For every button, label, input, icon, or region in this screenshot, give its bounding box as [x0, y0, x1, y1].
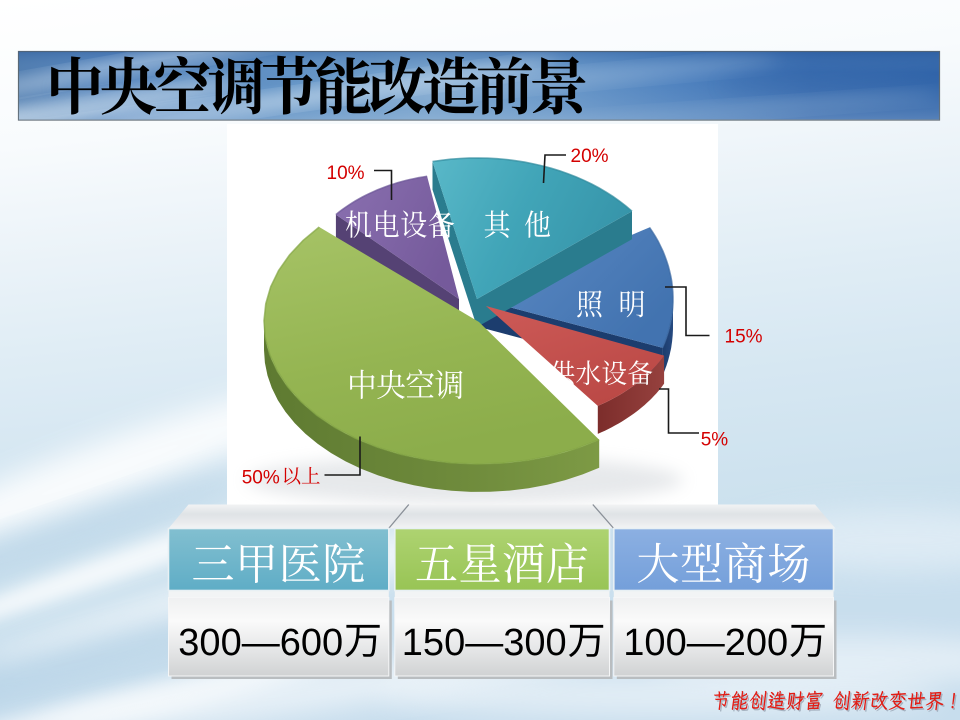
svg-text:5%: 5% — [701, 430, 729, 451]
svg-text:20%: 20% — [571, 146, 609, 167]
svg-text:15%: 15% — [725, 327, 763, 348]
svg-text:10%: 10% — [327, 163, 365, 184]
svg-text:150—300: 150—300 — [402, 622, 567, 664]
svg-text:300—600: 300—600 — [178, 622, 343, 664]
svg-text:50%: 50% — [242, 468, 280, 489]
svg-text:100—200: 100—200 — [623, 622, 788, 664]
